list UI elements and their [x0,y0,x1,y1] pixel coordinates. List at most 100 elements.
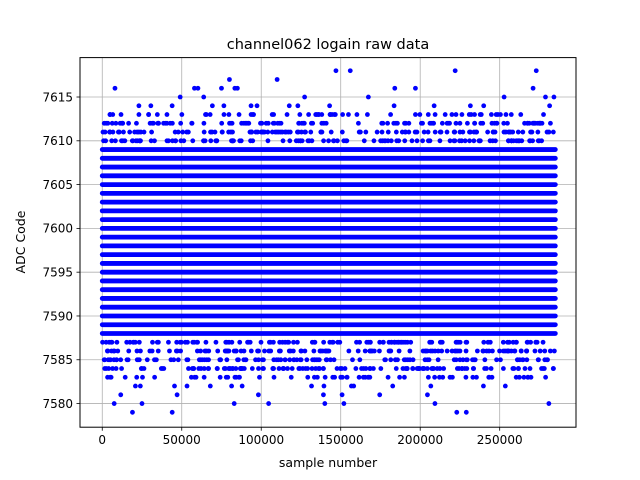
data-point [137,383,143,389]
data-point [357,357,363,363]
y-tick-label: 7610 [42,134,73,148]
data-point [309,339,315,345]
data-point [190,138,196,144]
data-point [215,348,221,354]
data-point [280,129,285,135]
data-point [219,120,225,126]
data-point [377,392,383,398]
data-point [224,357,230,363]
data-point [350,357,355,363]
data-point [470,357,475,363]
data-point [453,112,459,117]
data-point [253,357,258,363]
data-point [501,120,507,126]
data-point [346,348,352,354]
y-axis-label: ADC Code [13,210,28,273]
data-point [271,366,276,371]
data-point [169,120,175,126]
data-point [231,138,236,144]
data-point [512,348,518,354]
data-point [133,383,138,389]
data-point [396,348,402,354]
data-point [111,401,117,406]
outlier-point [341,401,347,406]
y-tick-label: 7595 [42,265,73,279]
data-point [248,129,254,135]
data-point [152,374,158,380]
data-point [276,366,282,371]
data-point [551,94,557,100]
data-point [367,374,373,380]
data-point [233,348,239,354]
data-point [462,366,468,371]
data-point [282,357,288,363]
data-point [126,120,131,126]
data-point [515,366,521,371]
data-point [185,339,190,345]
data-point [437,366,443,371]
data-point [136,357,142,363]
data-point [410,366,416,371]
data-point [251,112,256,117]
data-point [209,103,215,109]
data-point [415,366,421,371]
data-point [201,94,207,100]
data-point [340,374,345,380]
data-point [154,112,160,117]
data-point [532,348,538,354]
data-point [241,348,247,354]
data-point [266,348,272,354]
data-point [440,374,446,380]
data-point [367,339,373,345]
data-point [276,129,282,135]
data-point [286,348,292,354]
data-point [388,348,394,354]
data-point [370,366,376,371]
data-point [287,357,293,363]
data-point [321,339,327,345]
data-point [149,129,154,135]
data-point [118,112,124,117]
data-point [302,348,308,354]
data-point [425,392,430,398]
data-point [189,366,195,371]
data-point [321,366,326,371]
data-point [339,129,345,135]
data-point [470,366,476,371]
data-point [495,112,501,117]
data-point [155,339,161,345]
data-point [280,366,286,371]
data-point [421,129,427,135]
outlier-point [452,68,458,74]
data-point [421,366,427,371]
data-point [320,348,326,354]
data-point [425,366,430,371]
data-point [166,138,171,144]
data-point [488,112,494,117]
data-point [330,339,336,345]
data-point [474,348,480,354]
data-point [223,348,229,354]
data-point [111,357,117,363]
data-point [315,357,321,363]
data-point [201,366,207,371]
data-point [551,348,557,354]
data-point [214,366,220,371]
data-point [289,366,295,371]
y-tick-label: 7585 [42,353,73,367]
data-point [103,366,109,371]
data-point [166,339,171,345]
data-point [471,129,477,135]
data-point [467,129,472,135]
data-point [196,366,202,371]
data-point [342,366,348,371]
data-point [392,339,397,345]
data-point [203,112,208,117]
data-point [113,120,119,126]
data-point [134,120,139,126]
data-point [201,120,207,126]
data-point [506,138,511,144]
data-point [238,138,244,144]
data-point [213,138,219,144]
